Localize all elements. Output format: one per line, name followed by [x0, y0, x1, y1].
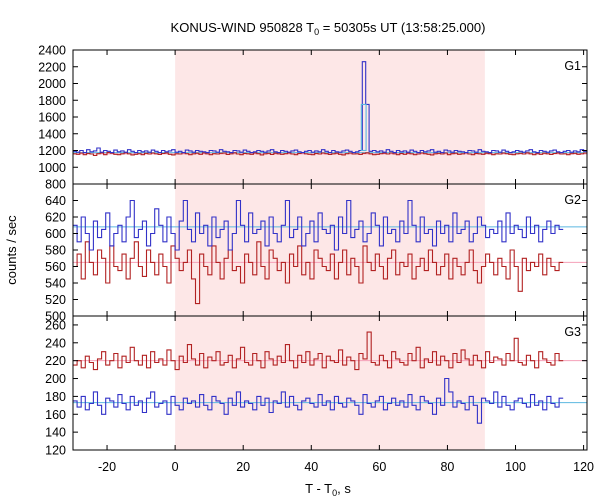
y-tick-label: 140 [45, 426, 66, 440]
y-tick-label: 1800 [38, 94, 66, 108]
y-tick-label: 120 [45, 444, 66, 458]
x-axis-title: T - T0, s [305, 481, 351, 498]
x-tick-label: 0 [172, 460, 179, 474]
panel-label: G1 [564, 59, 581, 73]
panel-label: G3 [564, 325, 581, 339]
y-tick-label: 2000 [38, 77, 66, 91]
shaded-interval [175, 184, 485, 316]
series-red-line [73, 241, 564, 305]
y-tick-label: 240 [45, 336, 66, 350]
y-tick-label: 800 [45, 178, 66, 192]
y-tick-label: 580 [45, 244, 66, 258]
y-tick-label: 220 [45, 354, 66, 368]
y-axis-title: counts / sec [4, 215, 19, 285]
x-tick-label: 40 [304, 460, 318, 474]
y-tick-label: 560 [45, 260, 66, 274]
x-tick-labels: -20 0 20 40 60 80 100 120 [98, 460, 594, 474]
chart-title: KONUS-WIND 950828 T0 = 50305s UT (13:58:… [171, 20, 486, 37]
panel-label: G2 [564, 193, 581, 207]
series-red-line [73, 152, 587, 157]
x-tick-label: 100 [505, 460, 526, 474]
y-tick-label: 1200 [38, 144, 66, 158]
series-blue-line [73, 199, 564, 251]
x-tick-label: 20 [236, 460, 250, 474]
panels-group: 80010001200140016001800200022002400G1500… [38, 44, 594, 475]
y-tick-label: 500 [45, 310, 66, 324]
y-tick-label: 640 [45, 194, 66, 208]
panel-frame [72, 315, 588, 451]
series-red-line [73, 331, 564, 371]
y-tick-label: 1400 [38, 127, 66, 141]
y-tick-label: 260 [45, 318, 66, 332]
y-tick-label: 2200 [38, 60, 66, 74]
series-blue-line [73, 61, 587, 154]
series-blue-line [73, 377, 564, 424]
y-tick-label: 160 [45, 408, 66, 422]
x-tick-label: 120 [573, 460, 594, 474]
panel-g1: 800 1000 1200 1400 1600 1800 2000 2200 2400 G1 [38, 44, 588, 192]
y-tick-label: 600 [45, 227, 66, 241]
x-tick-label: 80 [440, 460, 454, 474]
y-tick-label: 620 [45, 211, 66, 225]
panel-g3: 120 140 160 180 200 220 240 260 G3 [45, 315, 588, 458]
x-tick-label: 60 [372, 460, 386, 474]
shaded-interval [175, 50, 485, 184]
y-tick-label: 180 [45, 390, 66, 404]
y-tick-label: 2400 [38, 44, 66, 58]
y-tick-label: 520 [45, 293, 66, 307]
y-tick-label: 1600 [38, 111, 66, 125]
panel-g2: 500 520 540 560 580 600 620 640 G2 [45, 183, 588, 324]
shaded-interval [175, 316, 485, 450]
peak-outline [360, 103, 367, 152]
y-tick-label: 200 [45, 372, 66, 386]
y-tick-label: 540 [45, 277, 66, 291]
x-tick-label: -20 [98, 460, 116, 474]
y-tick-label: 1000 [38, 161, 66, 175]
